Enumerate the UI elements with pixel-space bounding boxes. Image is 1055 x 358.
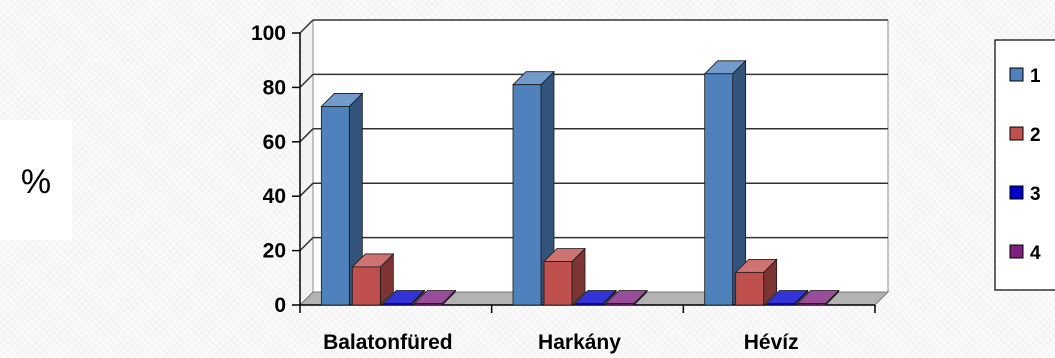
y-tick-label: 0 bbox=[274, 294, 286, 317]
x-tick-label: Balatonfüred bbox=[323, 331, 453, 354]
legend-swatch bbox=[1009, 67, 1024, 82]
bar bbox=[605, 303, 635, 306]
legend-label: 4 bbox=[1030, 243, 1041, 264]
bar bbox=[512, 84, 542, 306]
bar bbox=[320, 106, 350, 306]
legend-label: 2 bbox=[1030, 125, 1041, 146]
y-tick-label: 100 bbox=[251, 22, 286, 45]
x-tick-label: Hévíz bbox=[744, 331, 799, 354]
bar bbox=[351, 266, 381, 306]
gridline-depth bbox=[299, 19, 314, 34]
x-tick-label: Harkány bbox=[538, 331, 621, 354]
gridline-depth bbox=[299, 73, 314, 88]
plot-back-wall bbox=[312, 19, 889, 293]
legend-swatch bbox=[1009, 185, 1024, 200]
bar bbox=[704, 73, 734, 306]
legend-label: 3 bbox=[1030, 184, 1041, 205]
y-tick-label: 20 bbox=[263, 240, 286, 263]
legend-box bbox=[994, 39, 1055, 291]
legend-label: 1 bbox=[1030, 66, 1041, 87]
bar bbox=[797, 303, 827, 306]
bar bbox=[766, 303, 796, 306]
legend-swatch bbox=[1009, 244, 1024, 259]
gridline-depth bbox=[299, 182, 314, 197]
y-tick-label: 80 bbox=[263, 76, 286, 99]
bar bbox=[735, 271, 765, 306]
y-axis-unit-box: % bbox=[0, 120, 72, 240]
gridline-depth bbox=[299, 237, 314, 252]
plot-side-wall bbox=[299, 18, 314, 307]
y-axis-unit-label: % bbox=[20, 162, 52, 201]
y-tick-label: 40 bbox=[263, 185, 286, 208]
gridline-depth bbox=[299, 128, 314, 143]
bar bbox=[413, 303, 443, 306]
bar bbox=[382, 303, 412, 306]
legend-swatch bbox=[1009, 126, 1024, 141]
y-tick-label: 60 bbox=[263, 131, 286, 154]
bar bbox=[543, 261, 573, 306]
bar bbox=[574, 303, 604, 306]
